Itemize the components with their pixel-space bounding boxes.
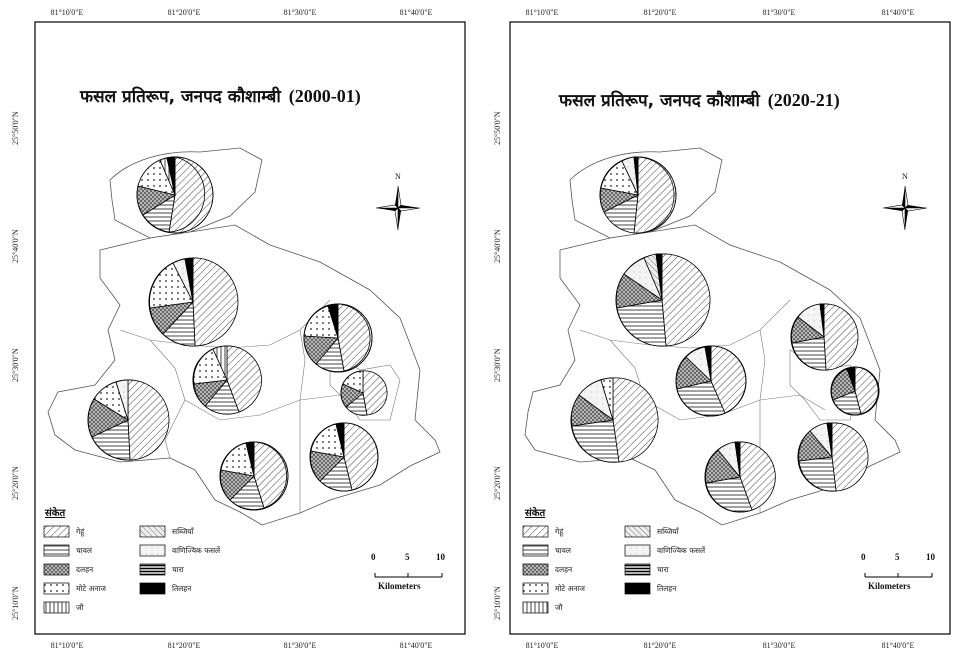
- legend-label: जौ: [555, 603, 563, 612]
- longitude-tick: 81°10'0"E: [50, 8, 84, 17]
- legend-label: मोटे अनाज: [555, 584, 585, 593]
- legend-label: गेहूं: [555, 527, 564, 536]
- scale-label: 0: [371, 552, 376, 562]
- legend-title: संकेत: [525, 508, 546, 519]
- legend-label: सब्जियाँ: [657, 527, 679, 536]
- latitude-tick: 25°20'0"N: [493, 466, 502, 500]
- latitude-tick: 25°30'0"N: [493, 348, 502, 382]
- legend-label: गेहूं: [76, 527, 85, 536]
- longitude-tick: 81°30'0"E: [283, 641, 317, 650]
- north-arrow-icon: [375, 185, 421, 231]
- map-title: फसल प्रतिरूप, जनपद कौशाम्बी (2020-21): [559, 90, 840, 111]
- longitude-tick: 81°30'0"E: [283, 8, 317, 17]
- longitude-tick: 81°30'0"E: [762, 8, 796, 17]
- latitude-tick: 25°50'0"N: [493, 111, 502, 145]
- longitude-tick: 81°20'0"E: [167, 641, 201, 650]
- longitude-tick: 81°20'0"E: [643, 8, 677, 17]
- map-year: (2020-21): [767, 90, 840, 110]
- pie-chart: [303, 303, 373, 373]
- longitude-tick: 81°40'0"E: [881, 8, 915, 17]
- legend-label: मोटे अनाज: [76, 584, 106, 593]
- pie-chart: [570, 377, 659, 463]
- latitude-tick: 25°50'0"N: [11, 111, 20, 145]
- longitude-tick: 81°10'0"E: [525, 641, 559, 650]
- map-panel-2000-01: 81°10'0"E 81°20'0"E 81°30'0"E 81°40'0"E …: [11, 8, 466, 650]
- pie-chart: [219, 441, 289, 511]
- latitude-tick: 25°30'0"N: [11, 348, 20, 382]
- longitude-tick: 81°40'0"E: [399, 641, 433, 650]
- legend-label: वाणिज्यिक फसलें: [172, 546, 221, 555]
- pie-chart: [136, 156, 214, 234]
- pie-chart: [615, 253, 711, 347]
- scale-label: 10: [926, 552, 935, 562]
- legend-label: चावल: [555, 546, 571, 555]
- pie-chart: [830, 366, 880, 416]
- latitude-tick: 25°40'0"N: [11, 229, 20, 263]
- longitude-tick: 81°40'0"E: [399, 8, 433, 17]
- legend-label: दलहन: [555, 565, 573, 574]
- scale-label: 10: [436, 552, 445, 562]
- legend-label: तिलहन: [172, 584, 192, 593]
- pie-chart: [797, 422, 869, 492]
- pie-chart: [790, 303, 859, 371]
- latitude-tick: 25°40'0"N: [493, 229, 502, 263]
- longitude-tick: 81°30'0"E: [762, 641, 796, 650]
- pie-chart: [675, 345, 747, 417]
- longitude-tick: 81°10'0"E: [525, 8, 559, 17]
- pie-chart: [340, 370, 388, 416]
- north-arrow-icon: [882, 185, 928, 231]
- pie-chart: [148, 257, 239, 347]
- scale-unit: Kilometers: [868, 581, 911, 591]
- legend-label: तिलहन: [657, 584, 677, 593]
- scale-label: 5: [405, 552, 410, 562]
- map-svg-left: [34, 21, 466, 635]
- legend-label: सब्जियाँ: [172, 527, 194, 536]
- map-panel-2020-21: 81°10'0"E 81°20'0"E 81°30'0"E 81°40'0"E …: [485, 0, 970, 653]
- scale-unit: Kilometers: [378, 581, 421, 591]
- legend-label: वाणिज्यिक फसलें: [657, 546, 706, 555]
- pie-chart: [599, 156, 677, 234]
- pie-chart: [87, 379, 170, 461]
- scale-label: 5: [895, 552, 900, 562]
- latitude-tick: 25°10'0"N: [11, 586, 20, 620]
- legend-label: जौ: [76, 603, 84, 612]
- north-label: N: [902, 172, 908, 181]
- longitude-tick: 81°10'0"E: [50, 641, 84, 650]
- pie-chart: [192, 345, 262, 415]
- pie-chart: [704, 441, 776, 513]
- legend-label: चारा: [172, 565, 184, 574]
- scale-bar: [864, 573, 933, 578]
- scale-bar: [374, 573, 443, 578]
- legend-title: संकेत: [45, 508, 66, 519]
- pie-chart: [309, 422, 379, 492]
- legend-label: चावल: [76, 546, 92, 555]
- scale-label: 0: [861, 552, 866, 562]
- longitude-tick: 81°20'0"E: [167, 8, 201, 17]
- map-title: फसल प्रतिरूप, जनपद कौशाम्बी (2000-01): [80, 86, 361, 107]
- legend-label: दलहन: [76, 565, 94, 574]
- latitude-tick: 25°10'0"N: [493, 586, 502, 620]
- map-year: (2000-01): [288, 86, 361, 106]
- latitude-tick: 25°20'0"N: [11, 466, 20, 500]
- longitude-tick: 81°40'0"E: [881, 641, 915, 650]
- map-svg-right: [509, 21, 951, 635]
- legend-label: चारा: [657, 565, 669, 574]
- north-label: N: [395, 172, 401, 181]
- longitude-tick: 81°20'0"E: [643, 641, 677, 650]
